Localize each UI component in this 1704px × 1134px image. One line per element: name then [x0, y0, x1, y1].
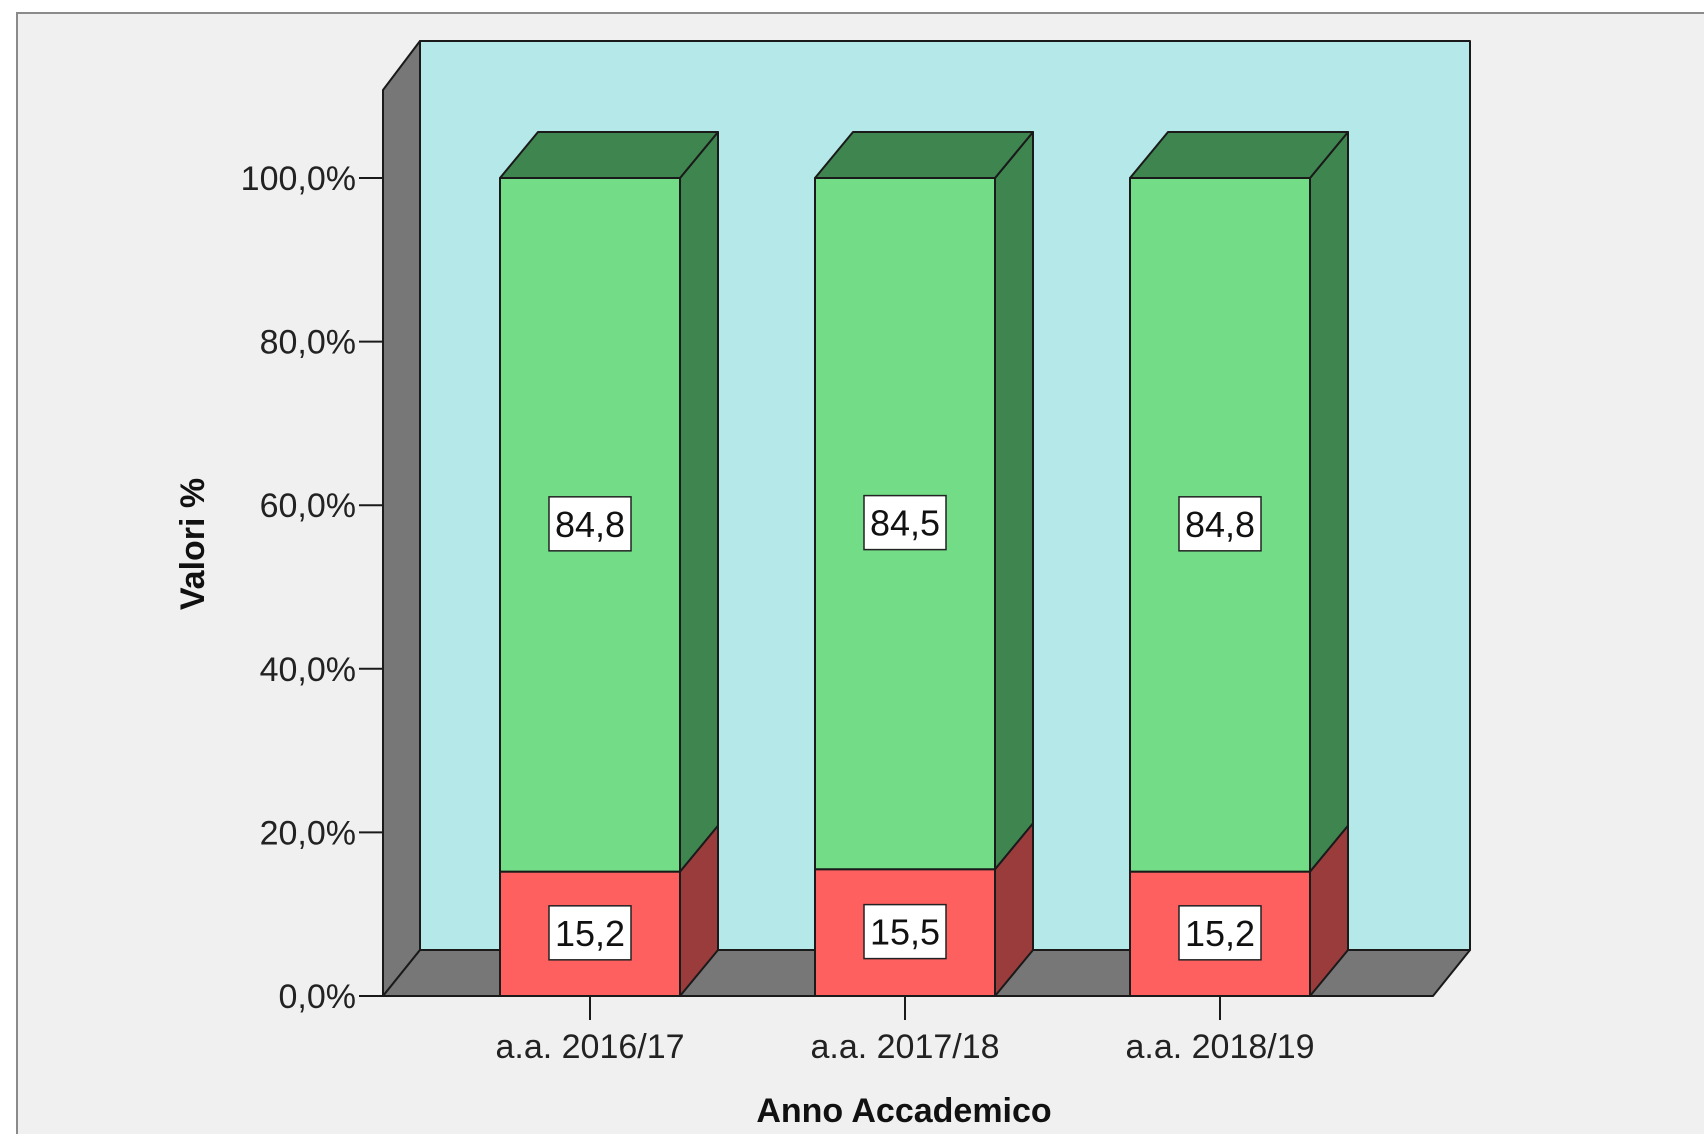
data-label-box [548, 496, 632, 552]
y-axis-title: Valori % [174, 478, 212, 610]
data-label: 15,2 [555, 913, 625, 954]
y-tick-label: 0,0% [279, 978, 357, 1016]
data-label-box [863, 903, 947, 960]
x-axis-title: Anno Accademico [756, 1092, 1051, 1130]
bar-side [679, 131, 719, 873]
data-label: 84,5 [870, 503, 940, 544]
data-label: 84,8 [555, 504, 625, 545]
data-label-box [1178, 496, 1262, 552]
x-axis-tick-labels: a.a. 2016/17 a.a. 2017/18 a.a. 2018/19 [495, 996, 1315, 1066]
data-label: 15,2 [1185, 913, 1255, 954]
x-tick-label: a.a. 2016/17 [495, 1028, 684, 1066]
data-label: 84,8 [1185, 504, 1255, 545]
data-label-box [863, 494, 947, 551]
data-label: 15,5 [870, 912, 940, 953]
x-tick-label: a.a. 2017/18 [810, 1028, 999, 1066]
plot-side-wall [382, 40, 421, 997]
data-label-box [548, 905, 632, 961]
y-tick-label: 20,0% [260, 814, 356, 852]
bar-top [814, 131, 1034, 179]
bar-side [1309, 131, 1349, 873]
bar-top [1129, 131, 1349, 179]
x-tick-label: a.a. 2018/19 [1125, 1028, 1314, 1066]
y-tick-label: 60,0% [260, 487, 356, 525]
bar-side [994, 131, 1034, 871]
y-tick-label: 40,0% [260, 651, 356, 689]
y-tick-label: 100,0% [241, 160, 356, 198]
y-axis-ticks: 0,0% 20,0% 40,0% 60,0% 80,0% 100,0% [241, 160, 383, 1016]
data-label-box [1178, 905, 1262, 961]
bar-top [499, 131, 719, 179]
y-tick-label: 80,0% [260, 324, 356, 362]
bars: 15,2 84,8 15,5 84,5 15,2 84,8 [499, 131, 1349, 998]
